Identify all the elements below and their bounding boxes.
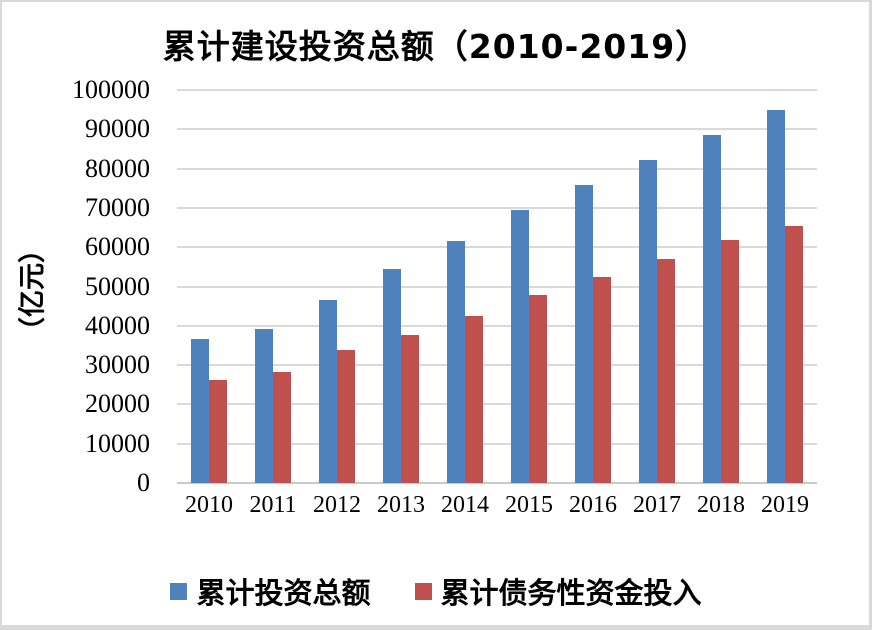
y-tick-label-60000: 60000 bbox=[85, 232, 150, 262]
y-tick-label-30000: 30000 bbox=[85, 350, 150, 380]
x-tick-label-2010: 2010 bbox=[185, 492, 233, 518]
gridline-40000 bbox=[177, 324, 817, 327]
bar-group-2012 bbox=[305, 90, 369, 483]
bar-累计投资总额-2013 bbox=[383, 269, 401, 483]
plot-area bbox=[177, 89, 817, 484]
chart-title: 累计建设投资总额（2010-2019） bbox=[162, 27, 710, 66]
bar-累计投资总额-2017 bbox=[639, 159, 657, 483]
legend-item-debt-funds: 累计债务性资金投入 bbox=[414, 570, 702, 612]
bar-group-2019 bbox=[753, 90, 817, 483]
bar-累计债务性资金投入-2018 bbox=[721, 239, 739, 483]
legend-swatch-red bbox=[414, 582, 432, 600]
bar-累计投资总额-2012 bbox=[319, 299, 337, 483]
bar-group-2013 bbox=[369, 90, 433, 483]
bar-group-2015 bbox=[497, 90, 561, 483]
gridline-60000 bbox=[177, 246, 817, 249]
bar-累计债务性资金投入-2016 bbox=[593, 277, 611, 483]
gridline-70000 bbox=[177, 206, 817, 209]
bar-累计投资总额-2016 bbox=[575, 184, 593, 483]
gridline-90000 bbox=[177, 128, 817, 131]
bar-累计债务性资金投入-2019 bbox=[785, 225, 803, 483]
legend-item-total-investment: 累计投资总额 bbox=[170, 570, 371, 612]
x-tick-label-2018: 2018 bbox=[697, 492, 745, 518]
x-tick-label-2011: 2011 bbox=[249, 492, 297, 518]
bar-累计投资总额-2015 bbox=[511, 209, 529, 483]
bar-group-2016 bbox=[561, 90, 625, 483]
bar-累计债务性资金投入-2011 bbox=[273, 372, 291, 483]
bar-group-2014 bbox=[433, 90, 497, 483]
bar-累计债务性资金投入-2017 bbox=[657, 259, 675, 483]
gridline-100000 bbox=[177, 89, 817, 91]
bar-累计投资总额-2018 bbox=[703, 134, 721, 483]
gridline-10000 bbox=[177, 442, 817, 445]
y-tick-label-10000: 10000 bbox=[85, 428, 150, 458]
bar-累计债务性资金投入-2010 bbox=[209, 380, 227, 483]
x-axis-line bbox=[177, 482, 817, 484]
bar-累计债务性资金投入-2015 bbox=[529, 295, 547, 483]
y-tick-label-50000: 50000 bbox=[85, 271, 150, 301]
bar-累计债务性资金投入-2013 bbox=[401, 335, 419, 483]
x-tick-label-2017: 2017 bbox=[633, 492, 681, 518]
x-tick-label-2013: 2013 bbox=[377, 492, 425, 518]
bar-累计投资总额-2019 bbox=[767, 109, 785, 483]
y-tick-label-20000: 20000 bbox=[85, 389, 150, 419]
legend-label-total-investment: 累计投资总额 bbox=[196, 576, 371, 610]
bar-累计投资总额-2014 bbox=[447, 240, 465, 483]
x-tick-label-2015: 2015 bbox=[505, 492, 553, 518]
gridline-80000 bbox=[177, 167, 817, 170]
bar-累计投资总额-2011 bbox=[255, 329, 273, 483]
gridline-50000 bbox=[177, 285, 817, 288]
bar-group-2017 bbox=[625, 90, 689, 483]
x-tick-label-2019: 2019 bbox=[761, 492, 809, 518]
bar-累计投资总额-2010 bbox=[191, 339, 209, 483]
y-tick-label-70000: 70000 bbox=[85, 192, 150, 222]
x-tick-label-2012: 2012 bbox=[313, 492, 361, 518]
x-tick-label-2016: 2016 bbox=[569, 492, 617, 518]
y-tick-label-0: 0 bbox=[137, 468, 150, 497]
bar-累计债务性资金投入-2014 bbox=[465, 315, 483, 483]
y-tick-label-90000: 90000 bbox=[85, 114, 150, 144]
bar-group-2010 bbox=[177, 90, 241, 483]
bar-group-2018 bbox=[689, 90, 753, 483]
y-tick-label-100000: 100000 bbox=[72, 75, 150, 104]
legend-label-debt-funds: 累计债务性资金投入 bbox=[440, 576, 702, 610]
bar-groups bbox=[177, 90, 817, 483]
gridline-30000 bbox=[177, 364, 817, 367]
bar-累计债务性资金投入-2012 bbox=[337, 349, 355, 483]
bar-group-2011 bbox=[241, 90, 305, 483]
y-axis-tick-labels: 0 10000 20000 30000 40000 50000 60000 70000 8000… bbox=[0, 77, 150, 496]
y-tick-label-40000: 40000 bbox=[85, 310, 150, 340]
x-tick-label-2014: 2014 bbox=[441, 492, 489, 518]
legend: 累计投资总额 累计债务性资金投入 bbox=[0, 570, 872, 612]
gridline-20000 bbox=[177, 403, 817, 406]
y-tick-label-80000: 80000 bbox=[85, 153, 150, 183]
x-axis-tick-labels: 2010 2011 2012 2013 2014 2015 2016 2017 2018 2019 bbox=[177, 492, 817, 519]
legend-swatch-blue bbox=[170, 582, 188, 600]
